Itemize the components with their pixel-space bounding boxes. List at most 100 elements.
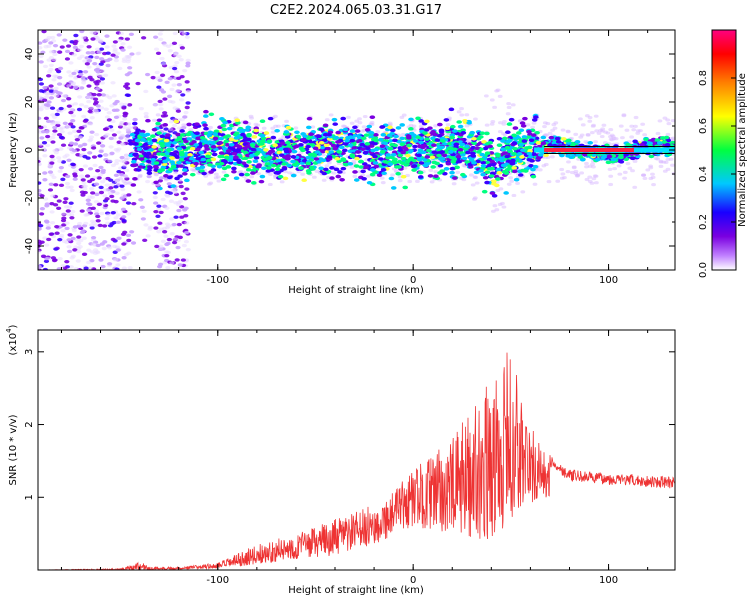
spectrogram-cell: [344, 138, 350, 143]
spectrogram-cell: [459, 107, 464, 111]
spectrogram-cell: [52, 43, 59, 48]
spectrogram-cell: [618, 154, 624, 159]
spectrogram-cell: [420, 145, 426, 150]
spectrogram-cell: [113, 173, 120, 178]
spectrogram-cell: [171, 152, 178, 157]
spectrogram-cell: [60, 218, 67, 223]
spectrogram-cell: [86, 95, 92, 99]
spectrogram-cell: [268, 160, 274, 164]
spectrogram-cell: [437, 122, 443, 127]
spectrogram-cell: [79, 54, 85, 59]
spectrogram-cell: [104, 216, 110, 221]
spectrogram-cell: [602, 154, 608, 159]
spectrogram-cell: [495, 152, 501, 157]
spectrogram-cell: [173, 171, 178, 175]
spectrogram-cell: [109, 104, 115, 108]
spectrogram-cell: [47, 188, 54, 192]
spectrogram-cell: [171, 83, 177, 87]
spectrogram-cell: [496, 143, 503, 147]
spectrogram-cell: [431, 150, 438, 154]
spectrogram-cell: [481, 189, 488, 194]
spectrogram-cell: [135, 81, 141, 86]
spectrogram-cell: [176, 203, 182, 207]
spectrogram-tone: [544, 148, 634, 152]
spectrogram-cell: [38, 46, 43, 50]
spectrogram-cell: [115, 220, 122, 224]
spectrogram-cell: [127, 66, 133, 70]
spectrogram-cell: [424, 137, 430, 141]
spectrogram-cell: [526, 151, 533, 156]
spectrogram-cell: [343, 162, 349, 167]
spectrogram-cell: [97, 38, 104, 43]
spectrogram-cell: [138, 106, 145, 111]
spectrogram-cell: [329, 166, 335, 170]
spectrogram-cell: [436, 133, 443, 138]
spectrogram-cell: [118, 177, 124, 181]
spectrogram-cell: [534, 130, 540, 135]
spectrogram-cell: [471, 160, 477, 165]
spectrogram-cell: [45, 134, 51, 139]
spectrogram-cell: [86, 99, 92, 104]
spectrogram-cell: [46, 237, 52, 242]
spectrogram-cell: [480, 172, 486, 177]
spectrogram-cell: [177, 263, 183, 267]
spectrogram-cell: [519, 155, 525, 159]
spectrogram-cell: [195, 147, 201, 152]
spectrogram-cell: [154, 172, 159, 177]
spectrogram-cell: [49, 92, 55, 96]
spectrogram-cell: [38, 95, 43, 99]
spectrogram-cell: [302, 134, 308, 138]
spectrogram-cell: [182, 115, 188, 119]
spectrogram-cell: [59, 130, 65, 134]
spectrogram-cell: [110, 119, 116, 124]
spectrogram-cell: [469, 130, 476, 135]
spectrogram-cell: [543, 133, 549, 137]
spectrogram-cell: [349, 138, 356, 143]
spectrogram-cell: [150, 134, 156, 138]
spectrogram-cell: [45, 103, 51, 108]
spectrogram-cell: [447, 146, 453, 151]
spectrogram-cell: [331, 171, 337, 175]
spectrogram-cell: [259, 174, 266, 179]
spectrogram-cell: [80, 76, 86, 80]
spectrogram-cell: [199, 165, 206, 169]
spectrogram-cell: [174, 60, 180, 65]
spectrogram-cell: [399, 136, 406, 141]
spectrogram-cell: [38, 250, 42, 254]
spectrogram-cell: [198, 150, 205, 155]
spectrogram-cell: [77, 221, 83, 226]
spectrogram-cell: [159, 73, 166, 77]
spectrogram-cell: [152, 191, 158, 195]
spectrogram-cell: [164, 242, 170, 247]
spectrogram-cell: [318, 127, 325, 131]
spectrogram-cell: [386, 133, 393, 138]
spectrogram-cell: [221, 158, 228, 163]
spectrogram-cell: [285, 125, 292, 130]
spectrogram-cell: [512, 126, 519, 130]
spectrogram-cell: [94, 67, 101, 72]
spectrogram-cell: [512, 136, 519, 140]
spectrogram-cell: [135, 51, 141, 56]
spectrogram-cell: [38, 89, 44, 93]
spectrogram-cell: [484, 180, 490, 185]
spectrogram-cell: [152, 164, 159, 169]
spectrogram-cell: [584, 161, 589, 166]
spectrogram-cell: [99, 57, 105, 61]
spectrogram-cell: [353, 178, 360, 182]
spectrogram-cell: [144, 72, 151, 77]
spectrogram-cell: [158, 227, 165, 231]
spectrogram-cell: [68, 107, 74, 111]
spectrogram-cell: [44, 243, 50, 247]
spectrogram-cell: [158, 210, 164, 215]
spectrogram-cell: [67, 233, 73, 237]
spectrogram-cell: [56, 133, 63, 137]
spectrogram-cell: [162, 123, 169, 127]
spectrogram-cell: [95, 168, 101, 173]
spectrogram-cell: [141, 36, 147, 40]
spectrogram-cell: [392, 138, 398, 143]
spectrogram-cell: [184, 187, 190, 191]
spectrogram-cell: [585, 133, 591, 137]
spectrogram-cell: [181, 243, 187, 248]
spectrogram-cell: [228, 142, 235, 147]
spectrogram-cell: [639, 142, 645, 147]
